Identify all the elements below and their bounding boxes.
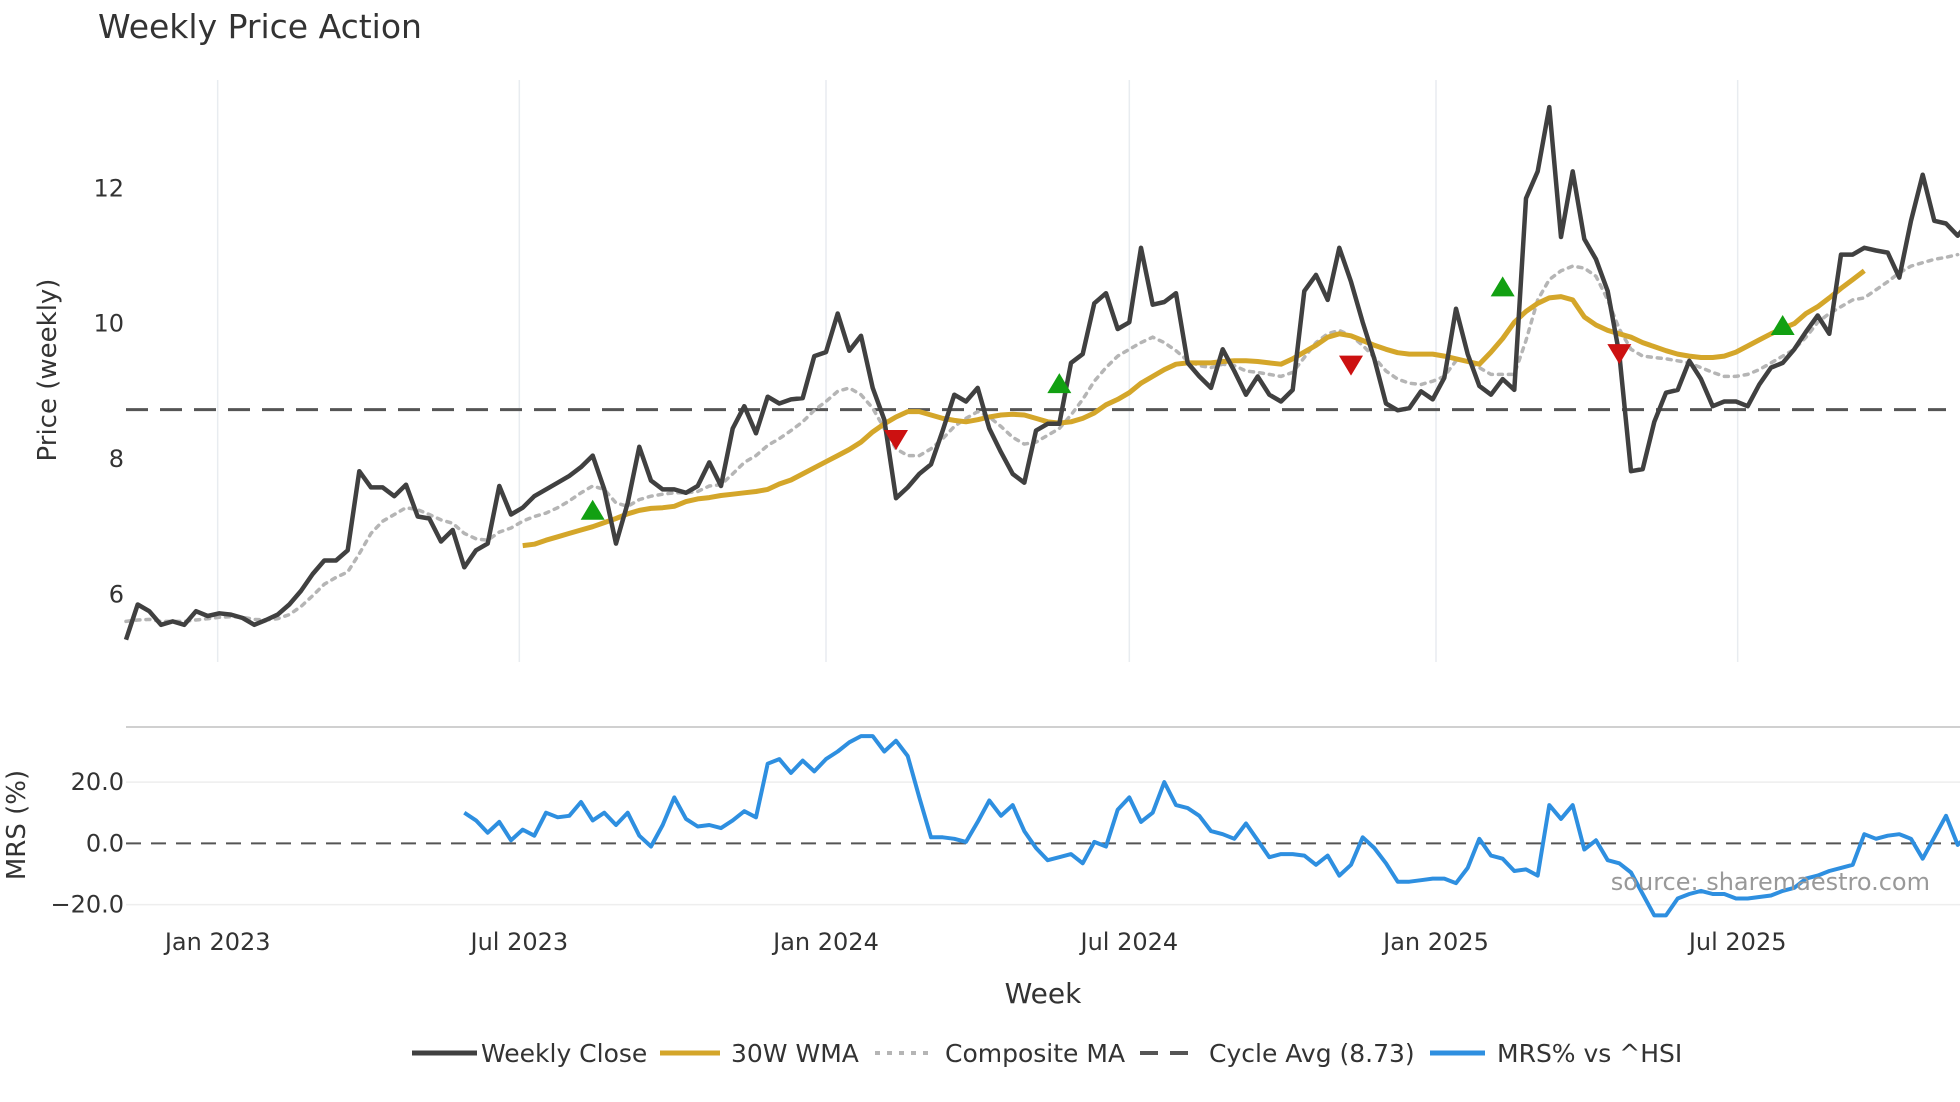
wma-30w-line [522, 268, 1866, 549]
price-grid [216, 80, 1739, 662]
x-tick-label: Jan 2025 [1381, 928, 1489, 956]
price-y-tick-label: 12 [93, 174, 124, 202]
x-tick-label: Jul 2023 [468, 928, 568, 956]
price-y-tick-label: 6 [109, 580, 124, 608]
x-tick-label: Jan 2023 [163, 928, 271, 956]
legend-label: MRS% vs ^HSI [1497, 1039, 1682, 1068]
mrs-y-tick-label: 20.0 [71, 768, 124, 796]
legend: Weekly Close 30W WMA Composite MA Cycle Avg… [412, 1039, 1682, 1068]
mrs-panel: 20.0 0.0 −20.0 MRS (%) source: sharemaestr… [2, 726, 1960, 919]
source-note: source: sharemaestro.com [1611, 868, 1930, 896]
mrs-y-axis-label: MRS (%) [2, 770, 32, 880]
legend-label: Cycle Avg (8.73) [1209, 1039, 1415, 1068]
mrs-y-tick-label: −20.0 [50, 891, 124, 919]
sell-signal-marker [1607, 344, 1632, 365]
buy-signal-marker [580, 499, 605, 520]
weekly-close-line [123, 104, 1960, 641]
mrs-grid [126, 781, 1960, 906]
x-tick-label: Jul 2025 [1687, 928, 1787, 956]
signal-markers [580, 276, 1795, 520]
legend-label: Weekly Close [481, 1039, 647, 1068]
price-y-axis-label: Price (weekly) [33, 279, 63, 462]
x-tick-label: Jan 2024 [771, 928, 879, 956]
mrs-y-tick-label: 0.0 [86, 829, 124, 857]
legend-label: Composite MA [945, 1039, 1125, 1068]
mrs-line [463, 734, 1960, 918]
price-y-ticks: 6 8 10 12 [93, 174, 124, 608]
sell-signal-marker [884, 430, 908, 451]
sell-signal-marker [1339, 355, 1363, 376]
x-axis-ticks: Jan 2023 Jul 2023 Jan 2024 Jul 2024 Jan 2025… [163, 928, 1787, 956]
legend-label: 30W WMA [731, 1039, 859, 1068]
buy-signal-marker [1490, 276, 1515, 297]
x-tick-label: Jul 2024 [1078, 928, 1178, 956]
buy-signal-marker [1047, 373, 1072, 394]
chart-title: Weekly Price Action [98, 7, 422, 46]
mrs-y-ticks: 20.0 0.0 −20.0 [50, 768, 124, 919]
price-y-tick-label: 10 [93, 310, 124, 338]
buy-signal-marker [1770, 314, 1795, 335]
composite-ma-line [124, 252, 1960, 624]
price-panel: 6 8 10 12 Price (weekly) [33, 80, 1960, 662]
x-axis-label: Week [1005, 977, 1082, 1010]
price-y-tick-label: 8 [109, 445, 124, 473]
